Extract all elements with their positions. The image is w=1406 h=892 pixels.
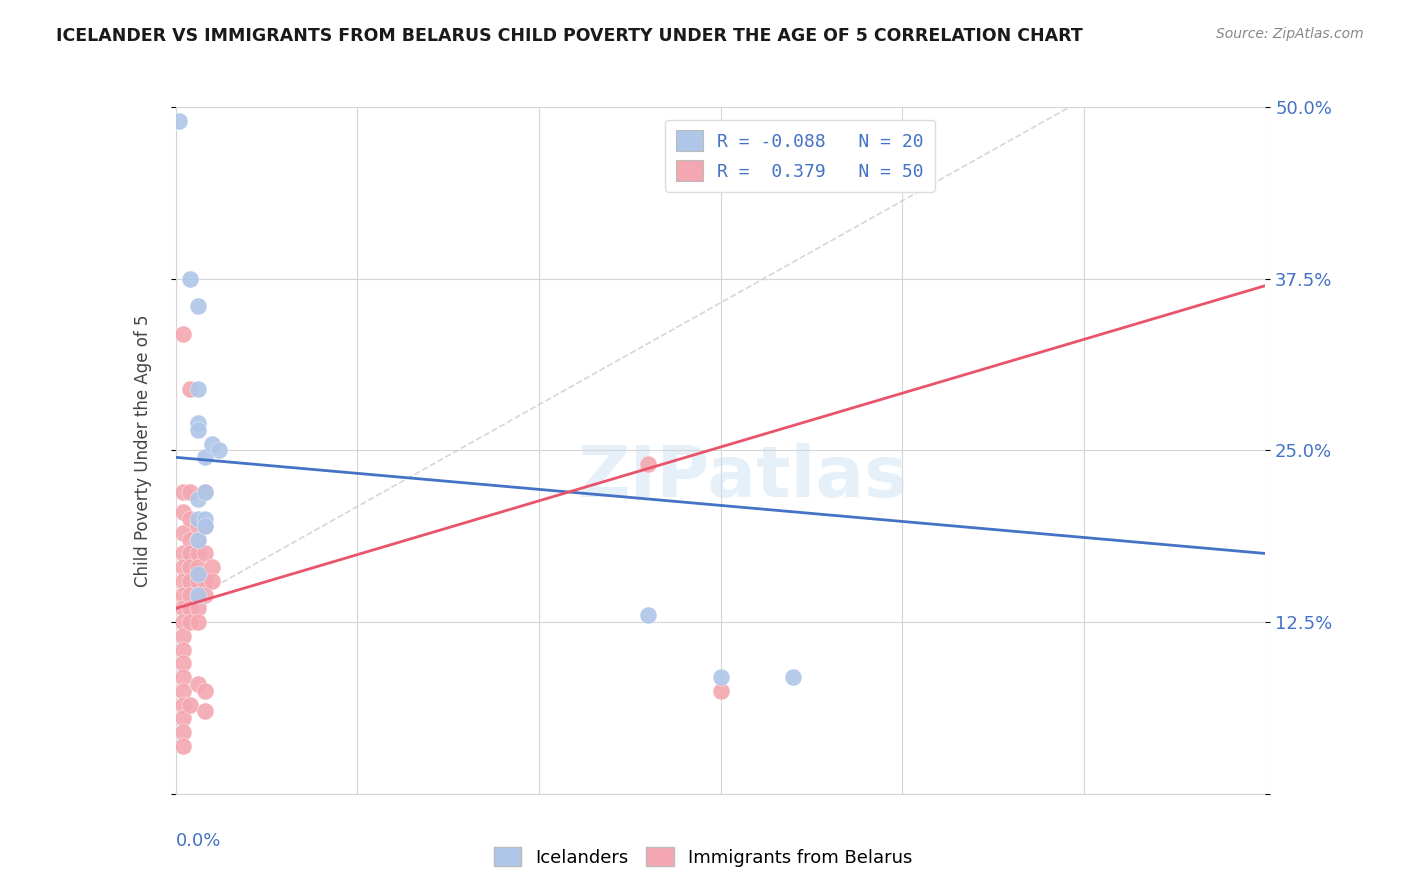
Text: 0.0%: 0.0% [176,831,221,850]
Point [172,657,194,671]
Point [172,546,194,561]
Point [194,484,217,499]
Point [179,533,201,547]
Point [179,574,201,588]
Point [186,533,209,547]
Point [194,683,217,698]
Point [194,519,217,533]
Point [179,560,201,574]
Point [179,546,201,561]
Point [172,326,194,341]
Point [172,601,194,615]
Point [637,608,659,623]
Point [186,677,209,691]
Point [179,698,201,712]
Point [172,525,194,540]
Point [186,567,209,582]
Point [172,588,194,602]
Point [179,615,201,630]
Point [186,615,209,630]
Y-axis label: Child Poverty Under the Age of 5: Child Poverty Under the Age of 5 [134,314,152,587]
Point [186,546,209,561]
Point [172,698,194,712]
Point [637,457,659,471]
Point [179,271,201,285]
Point [172,711,194,725]
Point [172,505,194,519]
Point [710,670,733,684]
Point [194,512,217,526]
Point [169,113,191,128]
Point [186,512,209,526]
Point [186,601,209,615]
Point [186,519,209,533]
Point [186,533,209,547]
Point [172,629,194,643]
Text: Source: ZipAtlas.com: Source: ZipAtlas.com [1216,27,1364,41]
Point [194,484,217,499]
Point [782,670,804,684]
Point [194,588,217,602]
Point [186,382,209,396]
Point [186,574,209,588]
Point [179,382,201,396]
Point [179,484,201,499]
Point [172,615,194,630]
Point [172,725,194,739]
Point [186,588,209,602]
Point [186,416,209,430]
Point [201,560,224,574]
Point [186,299,209,313]
Point [194,450,217,465]
Point [172,642,194,657]
Point [201,436,224,450]
Point [186,491,209,506]
Point [179,601,201,615]
Text: ZIPatlas: ZIPatlas [578,443,907,512]
Text: ICELANDER VS IMMIGRANTS FROM BELARUS CHILD POVERTY UNDER THE AGE OF 5 CORRELATIO: ICELANDER VS IMMIGRANTS FROM BELARUS CHI… [56,27,1083,45]
Point [710,683,733,698]
Point [186,560,209,574]
Point [172,484,194,499]
Point [194,705,217,719]
Point [208,443,231,458]
Point [201,574,224,588]
Point [194,574,217,588]
Point [194,519,217,533]
Point [172,574,194,588]
Point [194,546,217,561]
Point [172,739,194,753]
Point [179,512,201,526]
Point [172,683,194,698]
Point [186,423,209,437]
Legend: Icelanders, Immigrants from Belarus: Icelanders, Immigrants from Belarus [486,840,920,874]
Point [172,670,194,684]
Point [186,588,209,602]
Legend: R = -0.088   N = 20, R =  0.379   N = 50: R = -0.088 N = 20, R = 0.379 N = 50 [665,120,935,192]
Point [179,588,201,602]
Point [172,560,194,574]
